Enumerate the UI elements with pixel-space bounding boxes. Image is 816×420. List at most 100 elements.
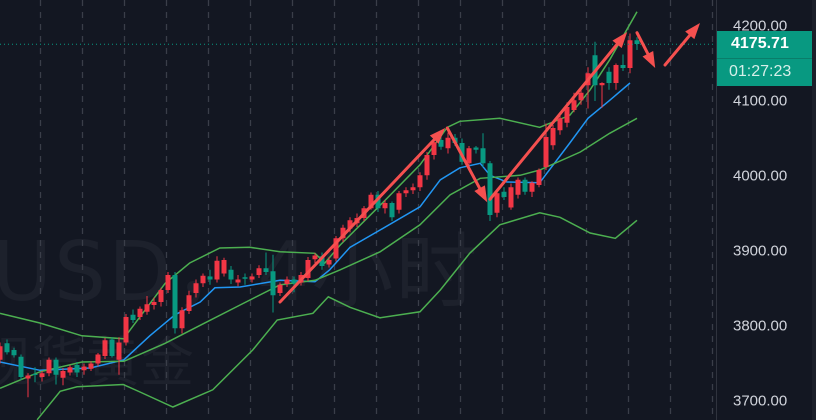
candle-body bbox=[333, 238, 339, 259]
candle-body bbox=[557, 118, 563, 131]
price-tick-label: 4200.00 bbox=[733, 17, 788, 35]
candle-body bbox=[550, 128, 556, 146]
price-tick-label: 3700.00 bbox=[733, 392, 788, 410]
candle bbox=[606, 67, 612, 90]
candle bbox=[74, 362, 80, 377]
arrow-head bbox=[612, 32, 628, 49]
candle bbox=[333, 236, 339, 262]
current-price: 4175.71 bbox=[731, 35, 789, 52]
candle bbox=[410, 183, 416, 194]
candle bbox=[137, 306, 143, 320]
candle bbox=[186, 290, 192, 314]
candle bbox=[431, 140, 437, 160]
candle bbox=[445, 132, 451, 154]
candle-body bbox=[312, 255, 318, 260]
candle bbox=[536, 168, 542, 188]
candle bbox=[291, 276, 297, 293]
candle-body bbox=[0, 346, 3, 360]
candle-body bbox=[522, 179, 528, 192]
grid bbox=[39, 0, 714, 420]
candle bbox=[214, 256, 220, 283]
candle bbox=[32, 367, 38, 383]
candle-body bbox=[410, 187, 416, 191]
candle bbox=[578, 89, 584, 105]
arrow-shaft bbox=[278, 138, 436, 304]
candle-body bbox=[151, 302, 157, 305]
candle-body bbox=[46, 359, 52, 374]
candle-body bbox=[102, 340, 108, 356]
candle-body bbox=[543, 137, 549, 167]
candle-body bbox=[403, 190, 409, 194]
candle-body bbox=[263, 268, 269, 272]
candle-body bbox=[165, 275, 171, 290]
current-price-label: 4175.71 01:27:23 bbox=[717, 31, 813, 86]
candle-body bbox=[277, 284, 283, 293]
candle-body bbox=[326, 260, 332, 265]
candle-body bbox=[347, 220, 353, 229]
arrow-shaft bbox=[445, 126, 482, 190]
candle-body bbox=[221, 260, 227, 274]
moving-average-line bbox=[0, 82, 631, 372]
arrow-annotation[interactable] bbox=[488, 32, 628, 201]
candle bbox=[263, 252, 269, 275]
candle bbox=[599, 82, 605, 108]
candle-body bbox=[256, 268, 262, 275]
candle-body bbox=[60, 371, 66, 378]
candle-body bbox=[193, 283, 199, 293]
candle bbox=[207, 269, 213, 285]
arrow-head bbox=[685, 23, 700, 40]
candle bbox=[627, 33, 633, 74]
candle-body bbox=[620, 65, 626, 68]
arrow-annotation[interactable] bbox=[663, 23, 700, 67]
candle bbox=[305, 257, 311, 281]
candle bbox=[557, 114, 563, 135]
candle-body bbox=[235, 279, 241, 283]
candle-body bbox=[67, 367, 73, 373]
candle-body bbox=[172, 275, 178, 329]
candle-body bbox=[88, 363, 94, 369]
arrow-annotation[interactable] bbox=[445, 126, 488, 203]
candle bbox=[480, 133, 486, 167]
candle-body bbox=[571, 100, 577, 110]
candle-body bbox=[466, 148, 472, 164]
candle bbox=[284, 276, 290, 287]
candle-body bbox=[123, 317, 129, 343]
candle bbox=[4, 339, 10, 355]
candle bbox=[424, 152, 430, 180]
price-tick-label: 4000.00 bbox=[733, 167, 788, 185]
candle bbox=[165, 272, 171, 293]
arrow-shaft bbox=[488, 42, 619, 201]
candle-body bbox=[564, 107, 570, 123]
candle bbox=[326, 257, 332, 268]
arrow-annotation[interactable] bbox=[278, 128, 446, 304]
candle bbox=[249, 273, 255, 283]
candle bbox=[403, 187, 409, 197]
candle bbox=[389, 201, 395, 221]
candle-body bbox=[291, 279, 297, 284]
candle-body bbox=[431, 142, 437, 155]
candle-body bbox=[389, 203, 395, 218]
candle-body bbox=[368, 194, 374, 209]
candle bbox=[123, 314, 129, 346]
arrow-annotation[interactable] bbox=[635, 31, 656, 68]
candle bbox=[466, 146, 472, 167]
candle-body bbox=[445, 137, 451, 149]
candle-body bbox=[375, 194, 381, 209]
candle bbox=[179, 307, 185, 334]
candle bbox=[312, 253, 318, 263]
candle-body bbox=[207, 276, 213, 280]
candle-body bbox=[249, 276, 255, 280]
candle bbox=[242, 273, 248, 285]
candle bbox=[221, 257, 227, 277]
candle-body bbox=[480, 148, 486, 164]
middle-band-line bbox=[0, 117, 638, 389]
candle bbox=[494, 191, 500, 218]
price-axis[interactable]: 4200.00 4100.00 4000.00 3900.00 3800.00 3700.… bbox=[716, 0, 816, 420]
candle bbox=[11, 347, 17, 358]
candle bbox=[18, 354, 24, 380]
watermark-symbol: USD，4小时 bbox=[0, 225, 480, 320]
right-edge-strip bbox=[812, 0, 816, 420]
candle-body bbox=[501, 191, 507, 197]
candle-body bbox=[438, 140, 444, 147]
